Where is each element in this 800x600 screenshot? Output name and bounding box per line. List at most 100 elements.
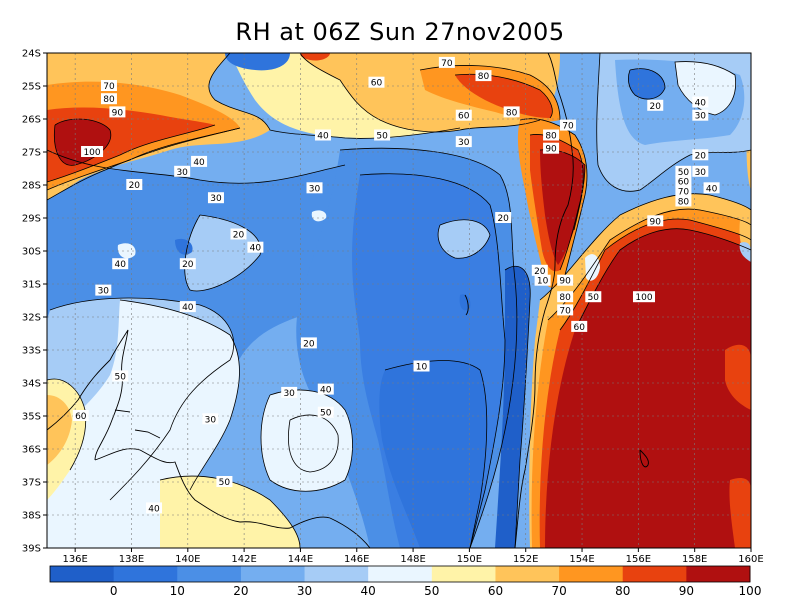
lon-tick-label: 156E xyxy=(626,554,651,565)
contour-label-bg xyxy=(247,241,264,253)
contour-label-bg xyxy=(475,70,492,82)
contour-label-bg xyxy=(109,106,126,118)
lon-tick-label: 142E xyxy=(231,554,256,565)
longitude-axis: 136E 138E 140E 142E 144E 146E 148E 150E 152E 154E… xyxy=(62,548,764,565)
contour-label: 80 xyxy=(678,198,690,208)
contour-label-bg xyxy=(438,56,455,68)
contour-label: 30 xyxy=(695,168,707,178)
contour-label: 60 xyxy=(371,79,383,89)
lat-tick-label: 25S xyxy=(22,82,41,93)
colorbar-frame xyxy=(49,565,751,583)
contour-label: 80 xyxy=(559,293,571,303)
contour-label-bg xyxy=(692,165,709,177)
contour-label-bg xyxy=(191,155,208,167)
contour-label-bg xyxy=(675,165,692,177)
contour-label-bg xyxy=(230,228,247,240)
contour-label-bg xyxy=(72,410,89,421)
contour-label: 70 xyxy=(678,188,690,198)
contour-label: 50 xyxy=(376,132,388,142)
contour-label-bg xyxy=(557,291,574,303)
colorbar-label: 30 xyxy=(297,584,312,598)
contour-label: 30 xyxy=(458,138,470,148)
contour-label: 50 xyxy=(588,293,600,303)
colorbar-label: 20 xyxy=(233,584,248,598)
lon-tick-label: 158E xyxy=(682,554,707,565)
lon-tick-label: 148E xyxy=(400,554,425,565)
lat-tick-label: 29S xyxy=(22,214,41,225)
contour-label: 30 xyxy=(695,112,707,122)
contour-label: 40 xyxy=(706,184,718,194)
lon-tick-label: 144E xyxy=(288,554,313,565)
contour-label-bg xyxy=(455,136,472,148)
contour-label-bg xyxy=(81,146,104,157)
contour-label: 40 xyxy=(320,386,332,396)
contour-label: 20 xyxy=(650,102,662,112)
contour-label-bg xyxy=(692,149,709,161)
contour-label-bg xyxy=(374,129,391,141)
colorbar-label: 90 xyxy=(679,584,694,598)
coastline xyxy=(47,53,649,548)
contour-label-bg xyxy=(100,93,117,105)
lon-tick-label: 150E xyxy=(457,554,482,565)
contour-label-bg xyxy=(314,129,331,141)
contour-label: 90 xyxy=(545,145,557,155)
lat-tick-label: 37S xyxy=(22,478,41,489)
contour-label: 20 xyxy=(534,267,546,277)
colorbar-swatch xyxy=(431,566,496,582)
colorbar-label: 80 xyxy=(615,584,630,598)
contour-label: 60 xyxy=(75,412,87,422)
contour-label: 20 xyxy=(129,181,141,191)
contour-label: 40 xyxy=(250,244,262,254)
contour-label: 30 xyxy=(98,287,110,297)
contour-label: 80 xyxy=(545,132,557,142)
contour-label: 40 xyxy=(193,158,205,168)
lat-tick-label: 26S xyxy=(22,115,41,126)
contour-label: 90 xyxy=(559,277,571,287)
contour-label: 60 xyxy=(458,112,470,122)
contour-label-bg xyxy=(647,99,664,111)
contour-label: 80 xyxy=(478,72,490,82)
colorbar-swatch xyxy=(495,566,560,582)
lat-tick-label: 39S xyxy=(22,544,41,555)
contour-label-bg xyxy=(216,476,233,487)
contour-label-bg xyxy=(675,195,692,207)
contour-label-bg xyxy=(495,212,512,223)
lat-tick-label: 33S xyxy=(22,346,41,357)
contour-label-bg xyxy=(207,192,224,204)
contour-label-bg xyxy=(112,370,129,382)
lon-tick-label: 136E xyxy=(62,554,87,565)
contour-label: 30 xyxy=(210,194,222,204)
colorbar-label: 40 xyxy=(361,584,376,598)
contour-label: 50 xyxy=(114,372,126,382)
contour-label-bg xyxy=(179,301,196,313)
contour-label-bg xyxy=(632,291,655,303)
contour-label: 40 xyxy=(148,504,160,514)
colorbar-swatch xyxy=(559,566,624,582)
contour-label: 50 xyxy=(219,478,231,488)
contour-label: 10 xyxy=(416,363,428,373)
contour-label: 100 xyxy=(635,293,652,303)
contour-label: 40 xyxy=(317,132,329,142)
contour-label: 80 xyxy=(103,95,115,105)
colorbar-label: 70 xyxy=(551,584,566,598)
colorbar-label: 0 xyxy=(110,584,118,598)
contour-label-bg xyxy=(703,182,720,194)
colorbar-label: 10 xyxy=(170,584,185,598)
contour-label-bg xyxy=(413,360,430,372)
contour-label-bg xyxy=(692,109,709,121)
contour-label: 70 xyxy=(441,59,453,69)
contour-label-bg xyxy=(317,406,334,418)
lon-tick-label: 146E xyxy=(344,554,369,565)
contour-label-bg xyxy=(531,264,548,276)
contour-label: 90 xyxy=(650,217,662,227)
map-frame xyxy=(46,52,752,549)
lat-tick-label: 36S xyxy=(22,445,41,456)
contour-label-bg xyxy=(112,258,129,270)
contour-label-bg xyxy=(675,185,692,197)
contour-label-bg xyxy=(100,80,117,91)
lat-tick-label: 32S xyxy=(22,313,41,324)
contour-label: 30 xyxy=(205,415,217,425)
contour-label-bg xyxy=(146,502,163,514)
contour-label: 90 xyxy=(112,108,124,118)
